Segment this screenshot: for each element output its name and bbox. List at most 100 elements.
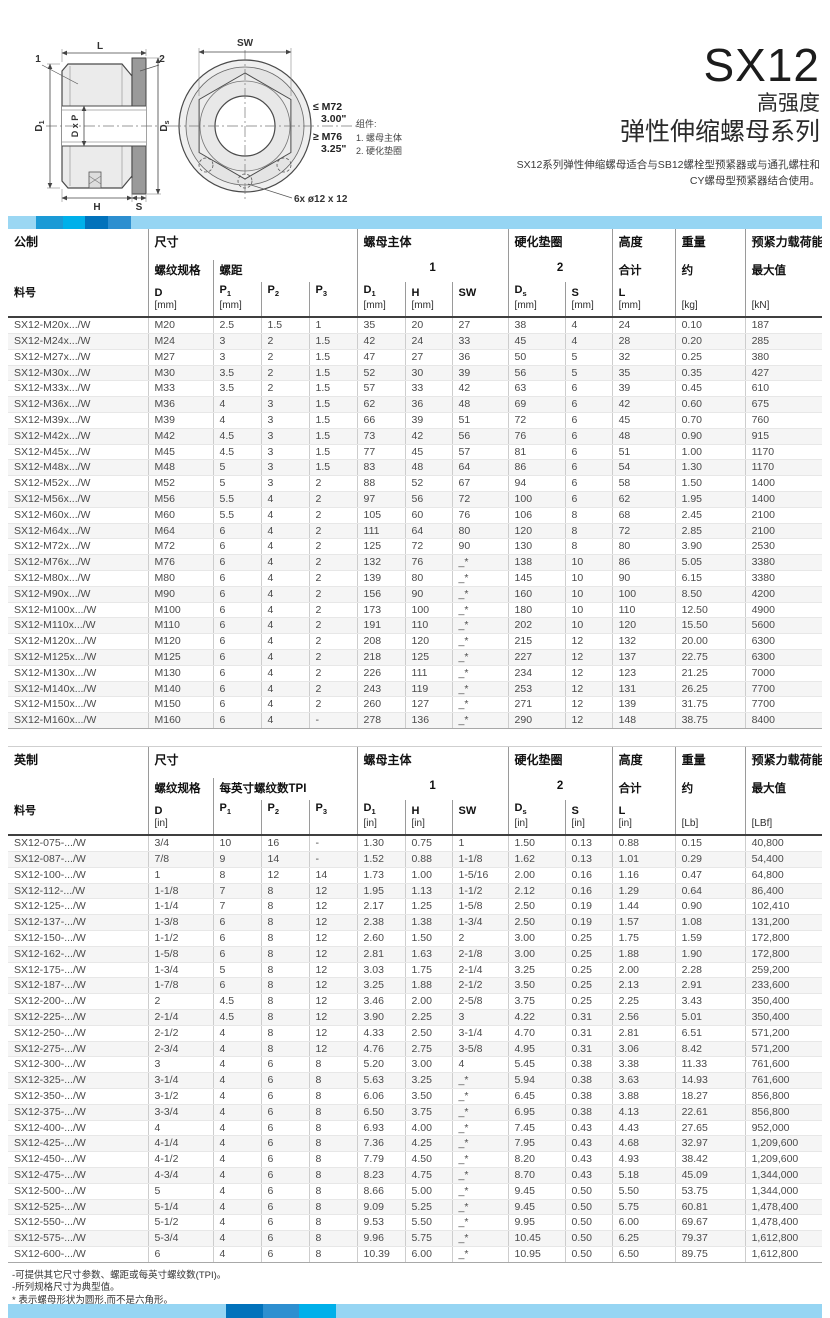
data-cell: 3-1/4	[451, 1025, 509, 1042]
accent-bar-segment	[108, 216, 131, 229]
data-cell: 5-3/4	[147, 1230, 213, 1247]
data-cell: M52	[147, 475, 213, 492]
data-cell: 7.79	[356, 1151, 406, 1168]
data-cell: 4	[564, 333, 613, 350]
data-cell: 6	[260, 1199, 309, 1216]
column-header: D1 [in]	[356, 800, 406, 837]
dim-label-H: H	[93, 202, 100, 213]
column-header: P1	[212, 800, 261, 837]
data-cell: 2	[308, 665, 358, 682]
data-cell: 8	[308, 1151, 358, 1168]
column-header: 料号	[8, 800, 148, 837]
data-cell: 0.38	[564, 1088, 613, 1105]
data-cell: 8	[260, 977, 309, 995]
part-number-cell: SX12-M30x.../W	[8, 365, 148, 382]
part-number-cell: SX12-400-.../W	[8, 1120, 148, 1137]
part-number-cell: SX12-100-.../W	[8, 867, 148, 884]
data-cell: 1.88	[404, 977, 453, 995]
data-cell: 32	[611, 349, 676, 366]
data-cell: 6	[564, 412, 613, 429]
data-cell: 36	[404, 396, 453, 413]
data-cell: 1.16	[611, 867, 676, 884]
part-number-cell: SX12-M45x.../W	[8, 444, 148, 461]
data-cell: 2.38	[356, 914, 406, 931]
data-cell: 1,612,800	[744, 1230, 823, 1247]
data-cell: 4.5	[212, 428, 261, 445]
data-cell: 856,800	[744, 1088, 823, 1105]
data-cell: 80	[404, 570, 453, 587]
data-cell: 100	[507, 491, 566, 508]
data-cell: 22.61	[674, 1104, 746, 1121]
region-label: 公制	[14, 235, 39, 249]
data-cell: 3.88	[611, 1088, 676, 1105]
data-cell: 1400	[744, 475, 823, 492]
column-header: [kN]	[744, 282, 823, 319]
data-cell: 3.00	[507, 946, 566, 963]
data-cell: 1.30	[356, 835, 406, 852]
table-row: SX12-M140x.../W M140 6 4 2 243 119 _* 253 12 131 26…	[8, 681, 823, 698]
data-cell: 10	[564, 617, 613, 635]
data-cell: 0.50	[564, 1246, 613, 1263]
data-cell: 12	[564, 665, 613, 682]
part-number-cell: SX12-M48x.../W	[8, 459, 148, 477]
data-cell: 1.5	[308, 380, 358, 398]
data-cell: 6.06	[356, 1088, 406, 1105]
data-cell: _*	[451, 1104, 509, 1121]
data-cell: 4.5	[212, 993, 261, 1010]
data-cell: 5	[564, 365, 613, 382]
data-cell: 2.75	[404, 1041, 453, 1058]
data-cell: 8.42	[674, 1041, 746, 1058]
data-cell: 7700	[744, 696, 823, 714]
table-row: SX12-M125x.../W M125 6 4 2 218 125 _* 227 12 137 22…	[8, 649, 823, 666]
data-cell: 3	[260, 428, 309, 445]
data-cell: 1170	[744, 459, 823, 477]
data-cell: 6	[212, 681, 261, 698]
table-row: SX12-087-.../W 7/8 9 14-1.52 0.88 1-1/8 1.62 0.…	[8, 851, 823, 868]
data-cell: 24	[404, 333, 453, 350]
column-header: Ds [mm]	[507, 282, 566, 319]
data-cell: 10	[564, 570, 613, 587]
data-cell: 4	[260, 491, 309, 508]
part-number-cell: SX12-M125x.../W	[8, 649, 148, 666]
data-cell: 76	[404, 554, 453, 571]
data-cell: 8	[260, 930, 309, 947]
data-cell: 952,000	[744, 1120, 823, 1137]
data-cell: 1-5/8	[147, 946, 213, 963]
data-cell: 6	[212, 554, 261, 571]
data-cell: 6	[260, 1135, 309, 1153]
data-cell: 10	[212, 835, 261, 852]
data-cell: 761,600	[744, 1072, 823, 1089]
column-header-row: 料号 D [in] P1 P2 P3 D1 [in] H [in] SW Ds [in] S [in] L [i…	[8, 800, 823, 837]
data-cell: 56	[404, 491, 453, 508]
data-cell: 90	[611, 570, 676, 587]
data-cell: 110	[611, 602, 676, 619]
table-row: SX12-M120x.../W M120 6 4 2 208 120 _* 215 12 132 20…	[8, 633, 823, 650]
data-cell: 73	[356, 428, 406, 445]
data-cell: 12	[564, 712, 613, 729]
data-cell: _*	[451, 554, 509, 571]
data-cell: 5.01	[674, 1009, 746, 1026]
data-cell: 27.65	[674, 1120, 746, 1137]
data-cell: 3.25	[404, 1072, 453, 1089]
data-cell: M90	[147, 586, 213, 603]
group-header: 尺寸	[147, 747, 358, 778]
column-header: [LBf]	[744, 800, 823, 837]
data-cell: 8	[260, 914, 309, 931]
column-header-row: 料号 D [mm] P1 [mm] P2 P3 D1 [mm] H [mm] SW Ds [mm] S [mm…	[8, 282, 823, 319]
data-cell: 67	[451, 475, 509, 492]
data-cell: 60.81	[674, 1199, 746, 1216]
data-cell: 48	[404, 459, 453, 477]
data-cell: 80	[451, 523, 509, 540]
part-number-cell: SX12-475-.../W	[8, 1167, 148, 1184]
data-cell: 9.45	[507, 1199, 566, 1216]
data-cell: 3380	[744, 570, 823, 587]
part-number-cell: SX12-525-.../W	[8, 1199, 148, 1216]
data-cell: 6	[260, 1104, 309, 1121]
data-cell: 2.00	[507, 867, 566, 884]
data-cell: 6	[564, 444, 613, 461]
data-cell: 38.42	[674, 1151, 746, 1168]
data-cell: 180	[507, 602, 566, 619]
data-cell: 12	[564, 696, 613, 714]
data-cell: 3	[147, 1056, 213, 1074]
data-cell: 0.20	[674, 333, 746, 350]
